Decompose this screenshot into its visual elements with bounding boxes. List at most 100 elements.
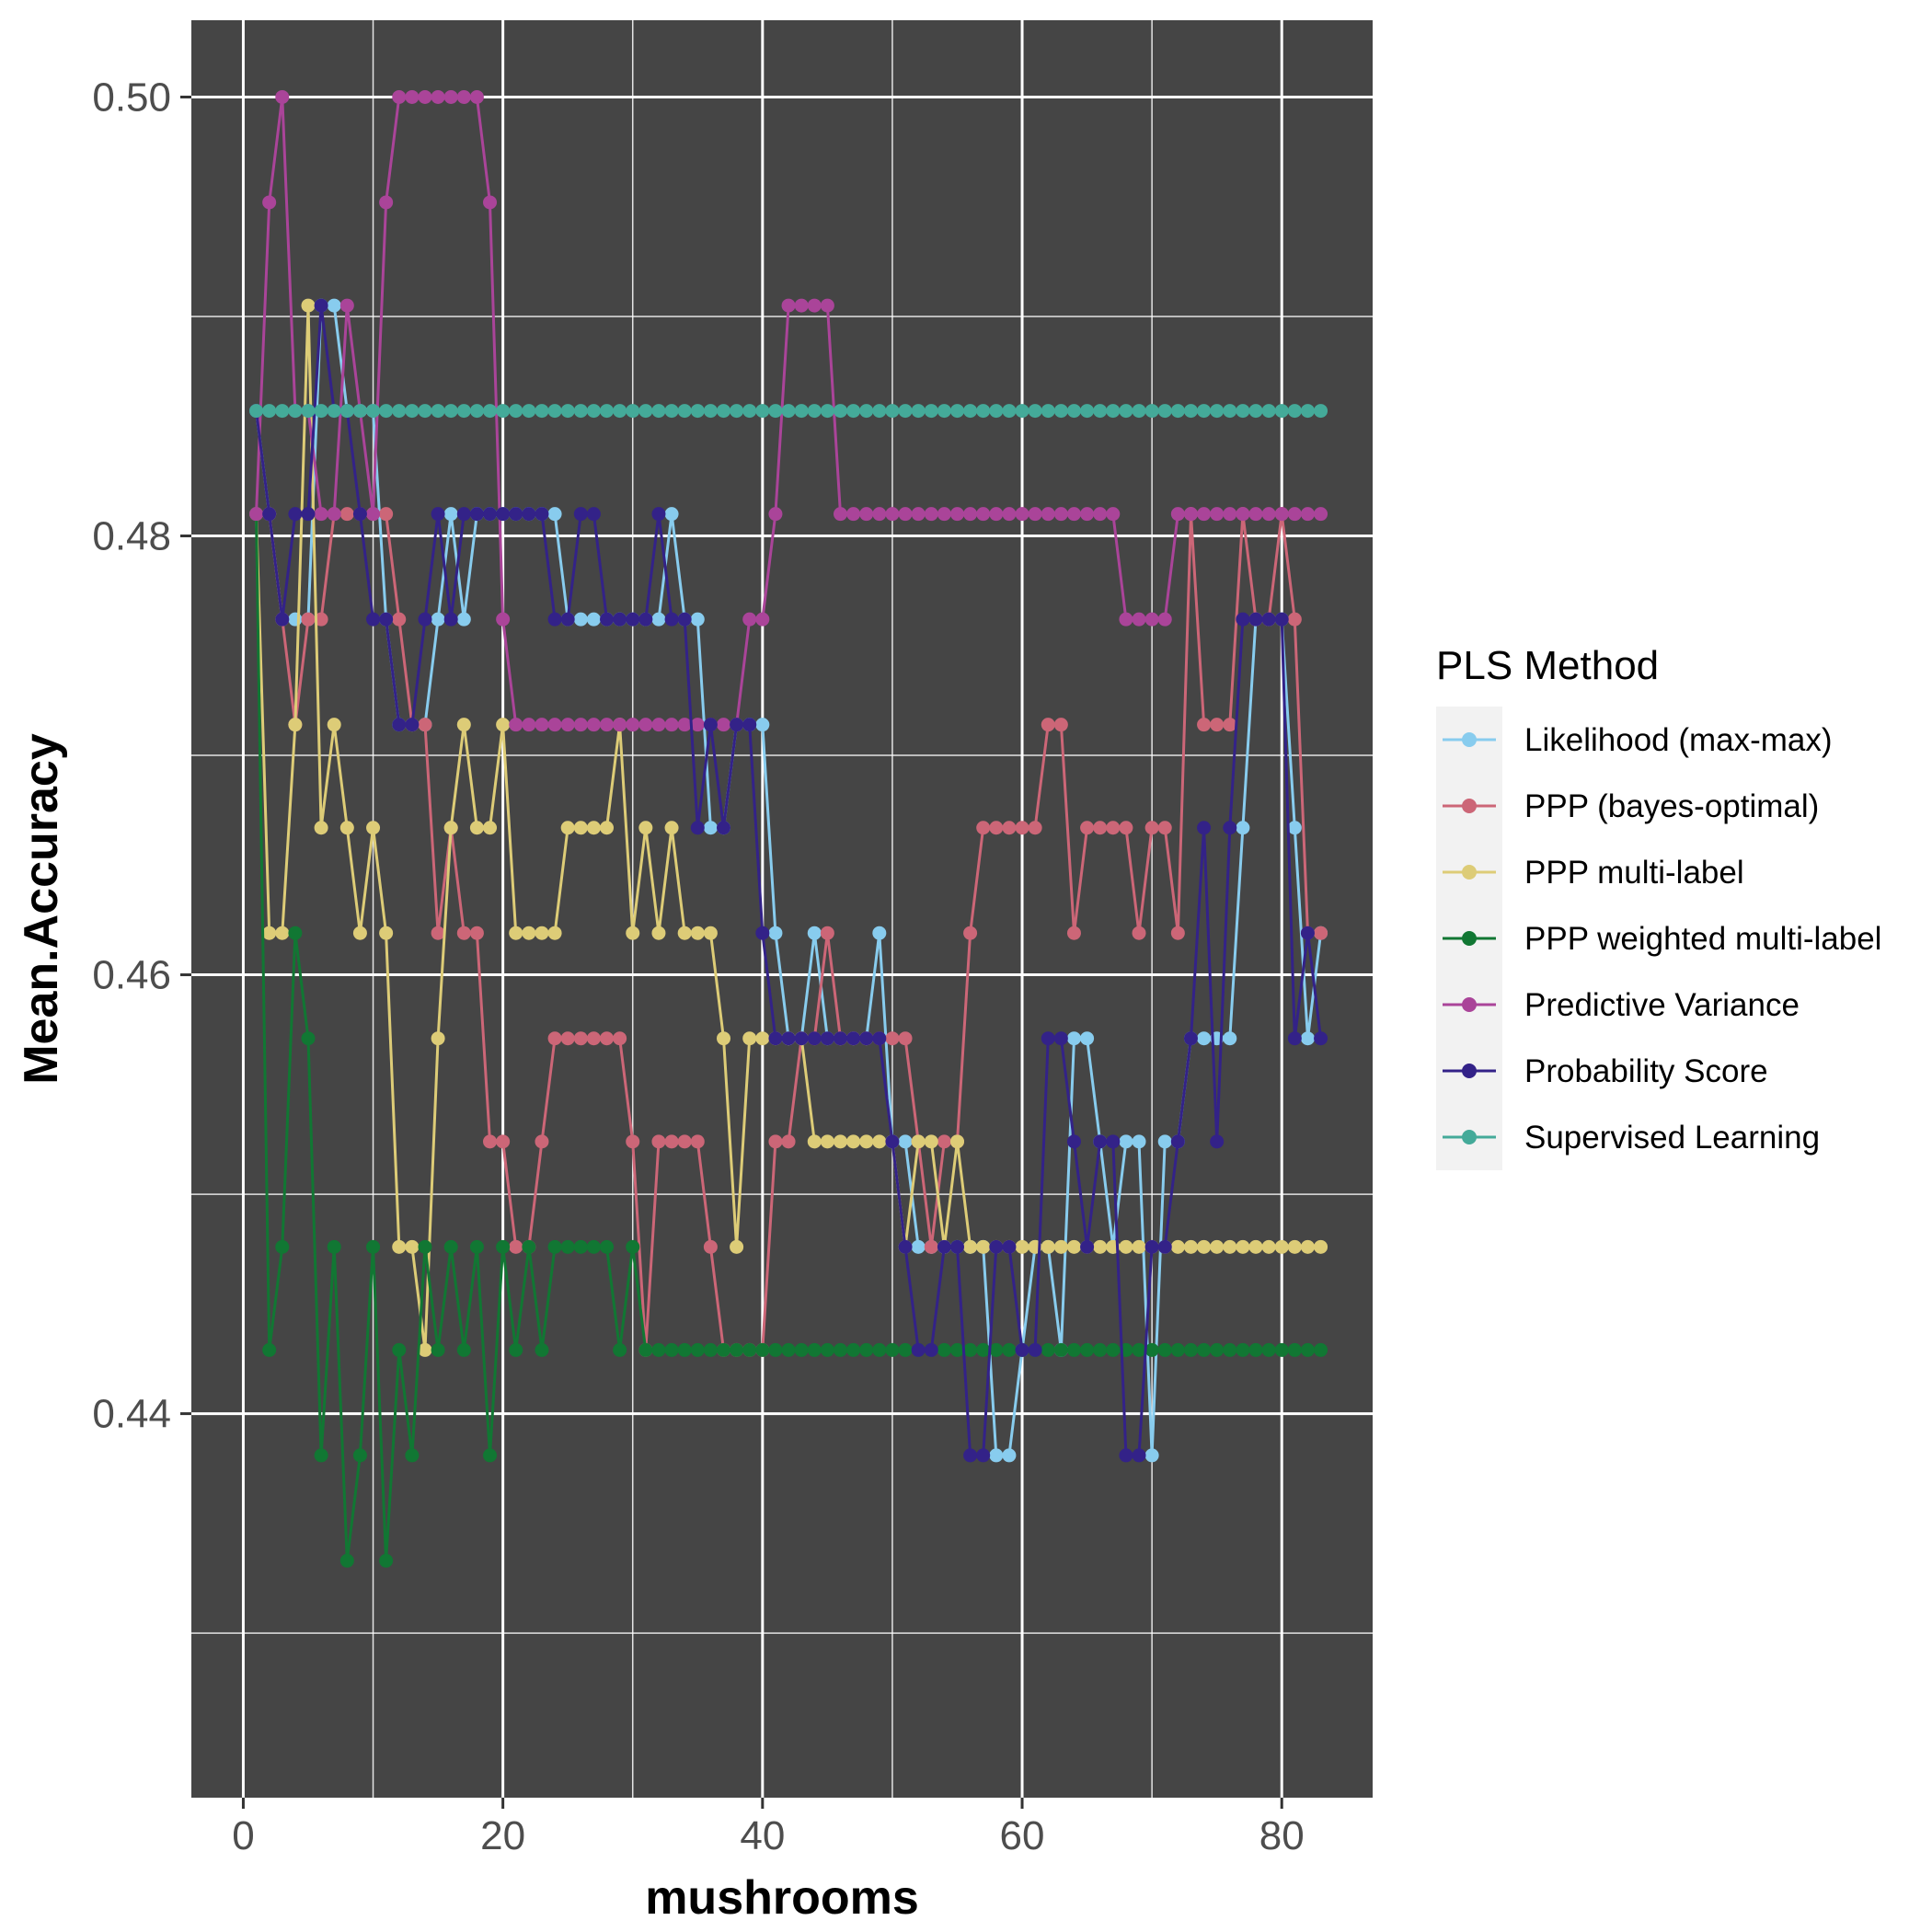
data-point: [1066, 926, 1081, 940]
data-point: [366, 404, 381, 419]
data-point: [314, 404, 328, 419]
data-point: [807, 404, 822, 419]
data-point: [730, 718, 744, 732]
data-point: [509, 507, 523, 522]
data-point: [1132, 1448, 1146, 1463]
data-point: [1066, 1031, 1081, 1046]
data-point: [327, 1239, 341, 1254]
data-point: [911, 1134, 926, 1149]
data-point: [690, 718, 705, 732]
data-point: [703, 926, 718, 940]
data-point: [1002, 1448, 1017, 1463]
data-point: [1015, 404, 1029, 419]
data-point: [846, 1031, 861, 1046]
data-point: [1066, 404, 1081, 419]
data-point: [483, 1448, 498, 1463]
data-point: [1287, 1031, 1302, 1046]
data-point: [1028, 507, 1042, 522]
data-point: [872, 926, 887, 940]
data-point: [781, 1134, 796, 1149]
data-point: [418, 1342, 432, 1357]
data-point: [301, 612, 316, 627]
x-axis-title: mushrooms: [645, 1871, 919, 1925]
data-point: [1132, 1239, 1146, 1254]
data-point: [522, 404, 536, 419]
data-point: [327, 298, 341, 313]
data-point: [443, 507, 458, 522]
data-point: [807, 298, 822, 313]
data-point: [872, 1134, 887, 1149]
data-point: [1210, 1239, 1225, 1254]
data-point: [677, 404, 692, 419]
data-point: [1093, 821, 1108, 835]
data-point: [626, 718, 640, 732]
data-point: [560, 612, 575, 627]
data-point: [1197, 718, 1212, 732]
data-point: [1287, 612, 1302, 627]
data-point: [1170, 1342, 1185, 1357]
series-6: [249, 404, 1328, 419]
data-point: [1066, 1342, 1081, 1357]
data-point: [262, 404, 277, 419]
data-point: [262, 507, 277, 522]
data-point: [1080, 821, 1095, 835]
data-point: [626, 1134, 640, 1149]
data-point: [418, 718, 432, 732]
data-point: [677, 718, 692, 732]
data-point: [469, 821, 484, 835]
data-point: [898, 507, 913, 522]
data-point: [249, 404, 264, 419]
data-point: [352, 404, 367, 419]
data-point: [483, 507, 498, 522]
data-point: [677, 1134, 692, 1149]
data-point: [1236, 1342, 1250, 1357]
data-point: [1223, 1031, 1237, 1046]
data-point: [1119, 404, 1133, 419]
data-point: [781, 298, 796, 313]
data-point: [1183, 1031, 1198, 1046]
data-point: [924, 404, 938, 419]
data-point: [483, 195, 498, 210]
data-point: [547, 404, 562, 419]
data-point: [976, 1239, 991, 1254]
data-point: [1157, 1239, 1172, 1254]
data-point: [249, 507, 264, 522]
data-point: [755, 612, 770, 627]
data-point: [1223, 404, 1237, 419]
data-point: [794, 298, 809, 313]
data-point: [730, 1342, 744, 1357]
data-point: [456, 404, 471, 419]
data-point: [1183, 1342, 1198, 1357]
data-point: [1053, 1031, 1068, 1046]
data-point: [1028, 404, 1042, 419]
data-point: [1053, 718, 1068, 732]
data-point: [924, 507, 938, 522]
data-point: [600, 404, 615, 419]
data-point: [924, 1239, 938, 1254]
data-point: [651, 718, 666, 732]
data-point: [911, 1239, 926, 1254]
data-point: [1119, 1448, 1133, 1463]
legend-item: Probability Score: [1443, 1053, 1768, 1089]
data-point: [275, 926, 290, 940]
data-point: [1119, 821, 1133, 835]
data-point: [742, 1342, 757, 1357]
data-point: [339, 404, 354, 419]
data-point: [768, 507, 783, 522]
data-point: [1002, 821, 1017, 835]
data-point: [275, 404, 290, 419]
data-point: [690, 404, 705, 419]
data-point: [1248, 404, 1263, 419]
data-point: [560, 1239, 575, 1254]
y-axis-title: Mean.Accuracy: [15, 733, 68, 1085]
data-point: [613, 404, 627, 419]
data-point: [1236, 612, 1250, 627]
data-point: [1080, 1342, 1095, 1357]
data-point: [1236, 821, 1250, 835]
data-point: [859, 404, 874, 419]
data-point: [586, 1031, 601, 1046]
legend: PLS Method Likelihood (max-max) PPP (baye…: [1436, 643, 1881, 1170]
data-point: [638, 612, 653, 627]
data-point: [600, 1031, 615, 1046]
x-tick-label: 20: [480, 1813, 525, 1858]
